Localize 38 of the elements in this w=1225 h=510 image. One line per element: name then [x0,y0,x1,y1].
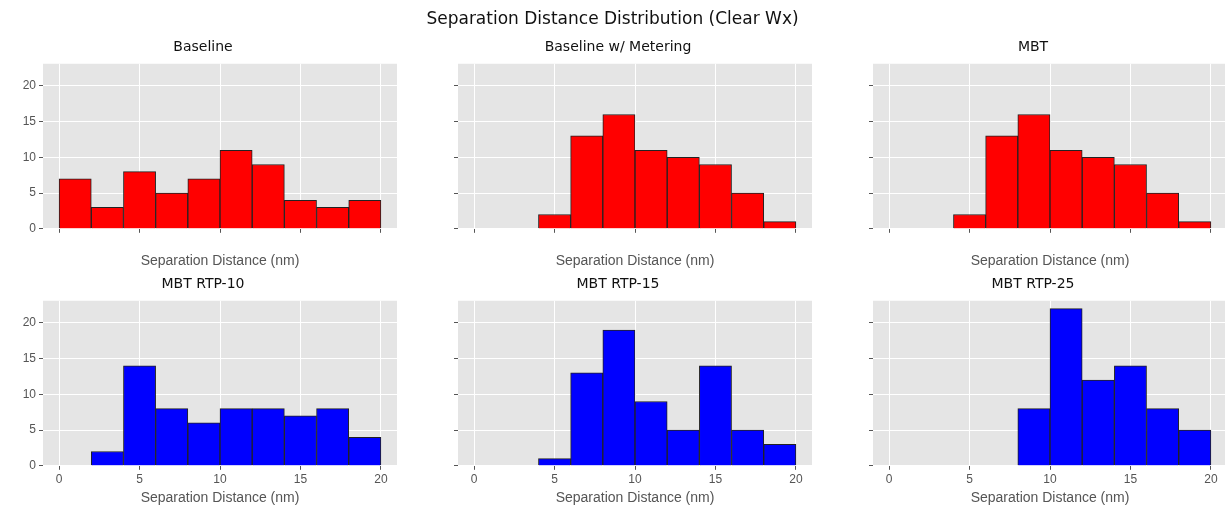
y-tick-label: 5 [29,422,37,437]
y-tick-label: 0 [29,458,37,473]
chart-title: MBT RTP-15 [576,275,660,292]
y-tick-label: 0 [29,221,37,236]
y-tick-label: 10 [22,149,37,164]
x-tick-label: 20 [374,472,388,487]
x-tick-label: 10 [628,472,642,487]
chart-title: MBT [1017,38,1049,55]
x-tick-label: 15 [1123,472,1138,487]
chart-title: MBT RTP-25 [991,275,1075,292]
x-tick-label: 15 [293,472,308,487]
x-tick-label: 10 [1043,472,1057,487]
x-tick-label: 0 [470,472,478,487]
x-axis-title: Separation Distance (nm) [970,489,1130,506]
y-tick-label: 15 [22,113,37,128]
y-tick-label: 20 [22,78,37,93]
x-tick-label: 15 [708,472,723,487]
x-axis-title: Separation Distance (nm) [555,489,715,506]
x-tick-label: 0 [55,472,63,487]
chart-title: Baseline w/ Metering [544,38,692,55]
x-tick-label: 5 [136,472,144,487]
x-axis-title: Separation Distance (nm) [970,252,1130,269]
x-tick-label: 20 [789,472,803,487]
x-tick-label: 5 [966,472,974,487]
x-tick-label: 5 [551,472,559,487]
x-tick-label: 0 [885,472,893,487]
chart-title: Baseline [173,38,233,55]
x-tick-label: 10 [213,472,227,487]
x-tick-label: 20 [1204,472,1218,487]
y-tick-label: 20 [22,315,37,330]
chart-title: MBT RTP-10 [161,275,245,292]
x-axis-title: Separation Distance (nm) [140,489,300,506]
y-tick-label: 15 [22,350,37,365]
y-tick-label: 10 [22,386,37,401]
text: Separation Distance Distribution (Clear Wx) [425,8,800,28]
x-axis-title: Separation Distance (nm) [140,252,300,269]
x-axis-title: Separation Distance (nm) [555,252,715,269]
y-tick-label: 5 [29,185,37,200]
